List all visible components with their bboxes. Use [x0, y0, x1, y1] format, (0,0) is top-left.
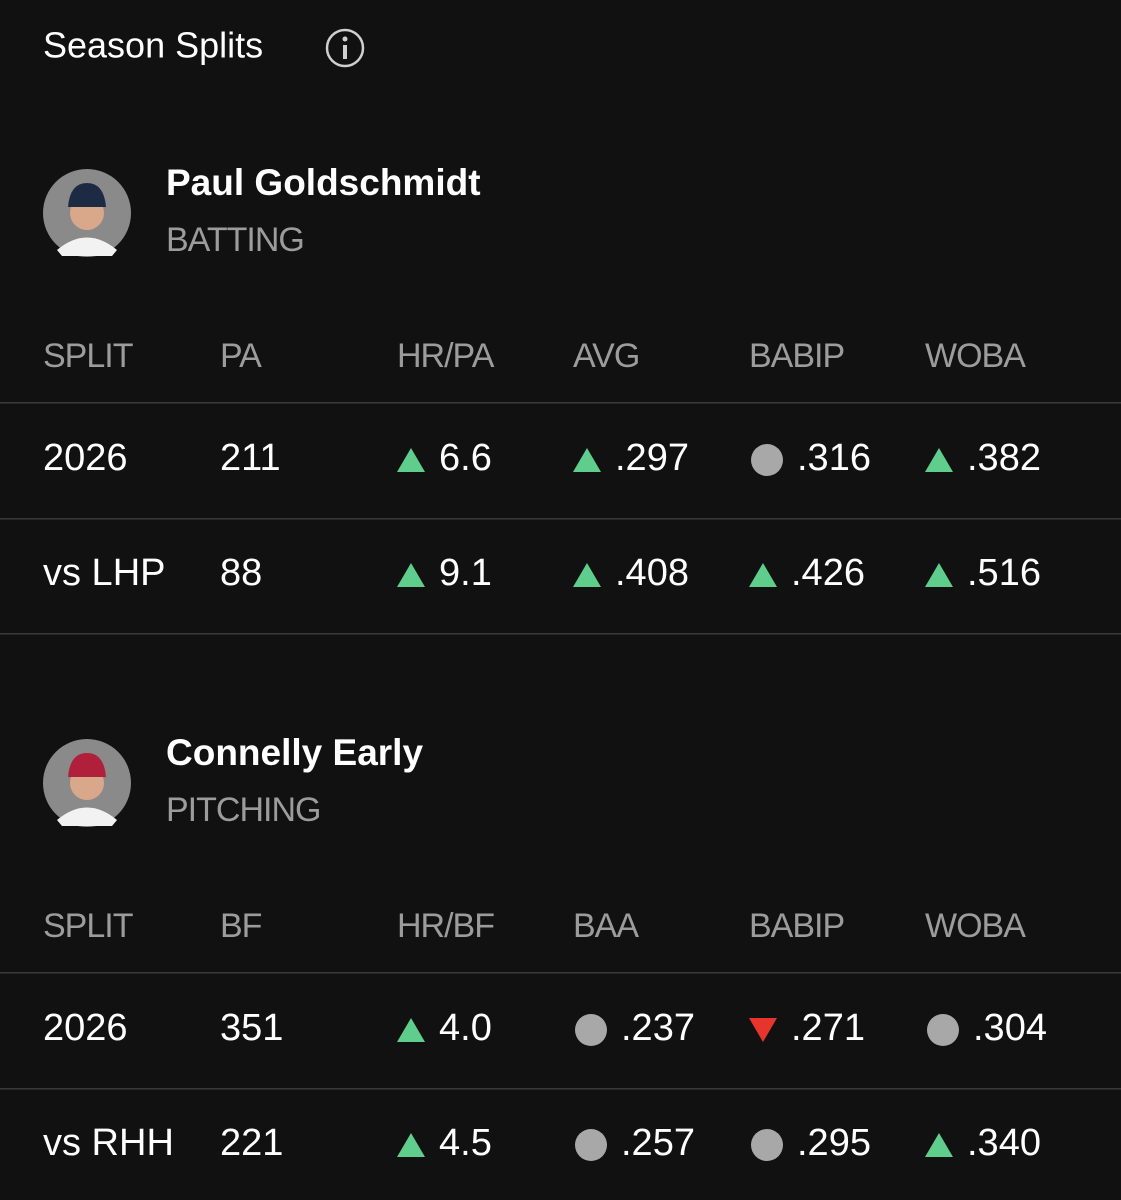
trend-up [397, 1018, 425, 1042]
column-header: WOBA [925, 907, 1026, 945]
trend-up [925, 563, 953, 587]
avatar-body [57, 237, 117, 256]
avatar-body [57, 807, 117, 826]
count-value: 88 [220, 552, 262, 594]
trend-up [749, 563, 777, 587]
split-label: 2026 [43, 1007, 128, 1049]
avatar-cap [68, 183, 106, 207]
player-name: Connelly Early [166, 732, 423, 773]
split-label: vs RHH [43, 1122, 174, 1164]
column-header: BAA [573, 907, 639, 945]
stat-value: 6.6 [439, 437, 492, 479]
split-label: vs LHP [43, 552, 165, 594]
divider [0, 633, 1121, 635]
stat-value: .304 [973, 1007, 1047, 1049]
card-title: Season Splits [43, 25, 263, 66]
count-value: 211 [220, 437, 281, 479]
trend-neutral [751, 1129, 783, 1161]
column-header: AVG [573, 337, 639, 375]
player-role: BATTING [166, 221, 304, 259]
divider [0, 1088, 1121, 1090]
trend-neutral [575, 1129, 607, 1161]
stat-value: .316 [797, 437, 871, 479]
stat-value: 9.1 [439, 552, 492, 594]
column-header: SPLIT [43, 337, 133, 375]
stat-value: .382 [967, 437, 1041, 479]
trend-up [925, 1133, 953, 1157]
stat-value: .516 [967, 552, 1041, 594]
divider [0, 972, 1121, 974]
trend-neutral [575, 1014, 607, 1046]
trend-up [397, 448, 425, 472]
count-value: 351 [220, 1007, 283, 1049]
divider [0, 518, 1121, 520]
stat-value: .271 [791, 1007, 865, 1049]
stat-value: .297 [615, 437, 689, 479]
stat-value: .237 [621, 1007, 695, 1049]
player-name: Paul Goldschmidt [166, 162, 481, 203]
stat-value: .340 [967, 1122, 1041, 1164]
column-header: HR/BF [397, 907, 494, 945]
stat-value: 4.0 [439, 1007, 492, 1049]
trend-up [397, 1133, 425, 1157]
stat-value: .295 [797, 1122, 871, 1164]
trend-neutral [751, 444, 783, 476]
column-header: BF [220, 907, 262, 945]
column-header: BABIP [749, 337, 844, 375]
avatar-cap [68, 753, 106, 777]
stat-value: .257 [621, 1122, 695, 1164]
stat-value: 4.5 [439, 1122, 492, 1164]
trend-down [749, 1018, 777, 1042]
column-header: SPLIT [43, 907, 133, 945]
player-avatar [43, 169, 131, 257]
trend-neutral [927, 1014, 959, 1046]
trend-up [925, 448, 953, 472]
trend-up [573, 448, 601, 472]
divider [0, 402, 1121, 404]
count-value: 221 [220, 1122, 283, 1164]
column-header: PA [220, 337, 262, 375]
player-avatar [43, 739, 131, 827]
player-role: PITCHING [166, 791, 320, 829]
split-label: 2026 [43, 437, 128, 479]
column-header: WOBA [925, 337, 1026, 375]
trend-up [573, 563, 601, 587]
info-icon[interactable] [325, 28, 365, 68]
trend-up [397, 563, 425, 587]
stat-value: .426 [791, 552, 865, 594]
column-header: BABIP [749, 907, 844, 945]
column-header: HR/PA [397, 337, 495, 375]
stat-value: .408 [615, 552, 689, 594]
